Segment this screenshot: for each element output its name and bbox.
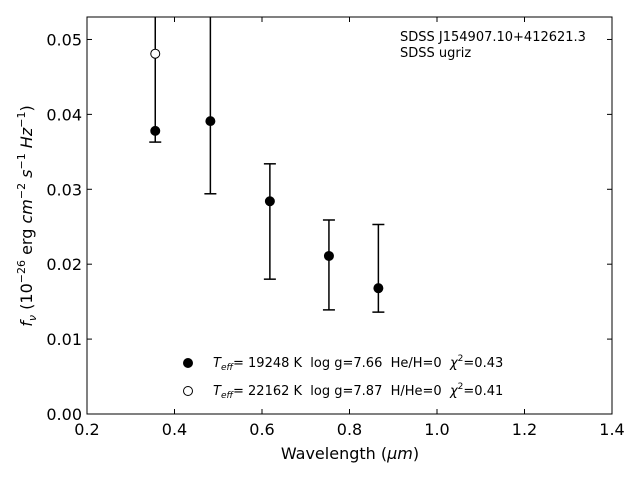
y-tick-label: 0.01: [46, 330, 82, 349]
x-tick-label: 1.0: [424, 420, 449, 439]
legend-entry-2: Teff= 22162 K log g=7.87 H/He=0 χ2=0.41: [213, 382, 503, 401]
x-tick-label: 0.2: [74, 420, 99, 439]
y-ticks: 0.00 0.01 0.02 0.03 0.04 0.05: [46, 30, 612, 424]
y-tick-label: 0.05: [46, 30, 82, 49]
legend-entry-1: Teff= 19248 K log g=7.66 He/H=0 χ2=0.43: [213, 354, 503, 373]
data-point-filled: [205, 116, 216, 127]
legend-marker-filled: [183, 358, 193, 368]
y-tick-label: 0.02: [46, 255, 82, 274]
data-point-open: [150, 48, 161, 59]
y-tick-label: 0.04: [46, 105, 82, 124]
y-tick-label: 0.00: [46, 405, 82, 424]
object-name-annotation: SDSS J154907.10+412621.3: [400, 30, 586, 45]
data-point-filled: [264, 196, 275, 207]
data-points: [150, 48, 384, 294]
error-bars: [149, 17, 385, 313]
y-axis-label: fν (10−26 erg cm−2 s−1 Hz−1): [15, 105, 39, 326]
x-tick-label: 0.6: [249, 420, 274, 439]
y-tick-label: 0.03: [46, 180, 82, 199]
plot-area: [86, 16, 613, 415]
filter-set-annotation: SDSS ugriz: [400, 46, 471, 61]
legend-marker-open: [183, 386, 193, 396]
data-point-filled: [373, 283, 384, 294]
x-axis-label: Wavelength (μm): [281, 444, 419, 463]
data-point-filled: [323, 250, 334, 261]
data-point-filled: [150, 125, 161, 136]
x-tick-label: 0.8: [337, 420, 362, 439]
x-tick-label: 1.2: [512, 420, 537, 439]
x-ticks: 0.2 0.4 0.6 0.8 1.0 1.2 1.4: [74, 17, 625, 439]
x-tick-label: 1.4: [599, 420, 624, 439]
x-tick-label: 0.4: [162, 420, 187, 439]
legend: Teff= 19248 K log g=7.66 He/H=0 χ2=0.43 …: [183, 354, 503, 401]
